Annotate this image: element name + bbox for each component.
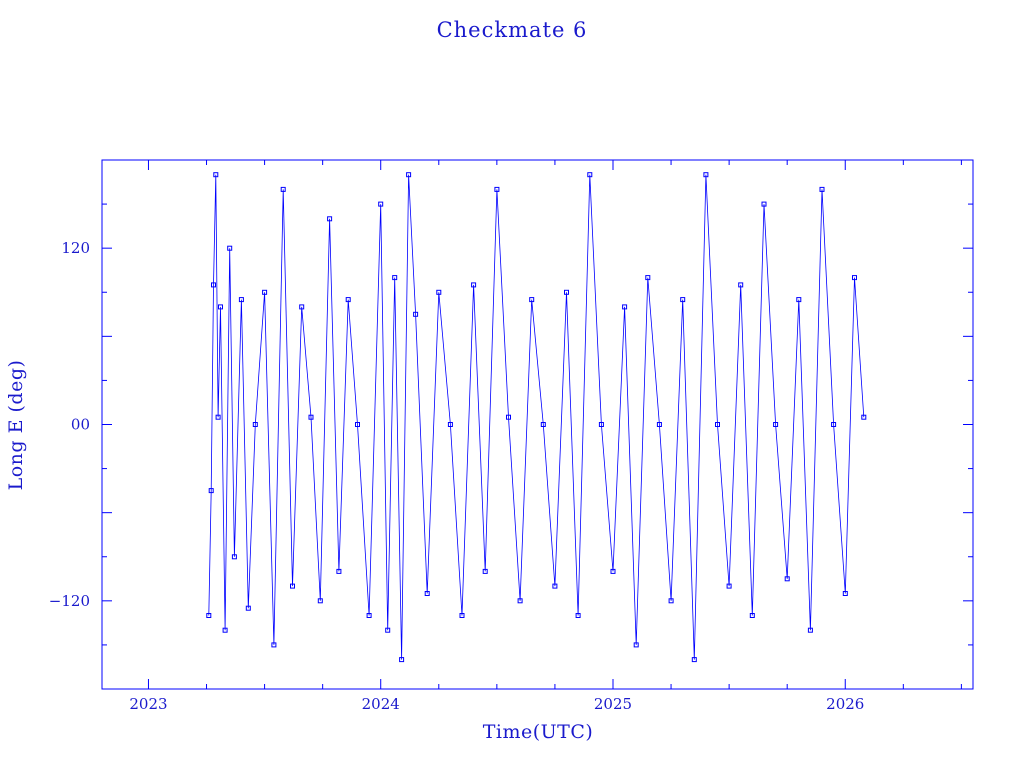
- data-point: [738, 282, 744, 288]
- data-point: [715, 422, 720, 427]
- data-point: [529, 297, 535, 303]
- data-point: [645, 275, 651, 281]
- chart-title: Checkmate 6: [437, 18, 588, 42]
- data-point: [211, 282, 216, 288]
- data-point: [633, 642, 639, 648]
- series-line: [208, 174, 865, 660]
- data-point: [366, 613, 372, 618]
- data-point: [218, 304, 223, 310]
- data-point: [831, 422, 837, 427]
- y-tick-label: 00: [71, 416, 90, 434]
- axes: 2023 2024 2025 2026 120 00 −120: [49, 159, 974, 713]
- data-point: [575, 613, 581, 618]
- data-point: [231, 554, 237, 560]
- data-point: [564, 289, 569, 295]
- data-point: [773, 422, 779, 427]
- y-axis-label: Long E (deg): [5, 360, 27, 491]
- data-point: [222, 627, 228, 633]
- data-point: [238, 297, 244, 303]
- data-point: [392, 275, 398, 281]
- data-point: [552, 583, 558, 589]
- data-point: [861, 414, 867, 420]
- data-point: [271, 642, 277, 648]
- data-point: [784, 576, 790, 582]
- data-point: [796, 297, 802, 303]
- data-point: [842, 591, 848, 596]
- data-point: [459, 613, 465, 618]
- data-point: [355, 422, 360, 427]
- plot-area: [206, 172, 867, 663]
- data-point: [336, 568, 342, 574]
- data-point: [494, 186, 500, 192]
- data-point: [406, 172, 412, 178]
- x-tick-label: 2023: [129, 695, 167, 713]
- data-point: [208, 488, 214, 494]
- data-point: [413, 311, 419, 317]
- data-point: [517, 598, 523, 604]
- data-point: [691, 657, 697, 663]
- x-tick-label: 2024: [362, 695, 400, 713]
- data-point: [482, 568, 488, 574]
- data-point: [280, 186, 286, 192]
- data-point: [215, 414, 221, 420]
- data-point: [656, 422, 662, 427]
- data-point: [471, 282, 477, 288]
- data-point: [345, 297, 351, 303]
- data-point: [622, 304, 628, 310]
- data-point: [726, 583, 732, 589]
- data-point: [587, 172, 593, 178]
- data-point: [252, 422, 258, 427]
- data-point: [703, 172, 709, 178]
- data-point: [436, 289, 442, 295]
- data-point: [290, 583, 295, 589]
- y-tick-label: 120: [61, 239, 90, 257]
- data-point: [680, 297, 686, 303]
- data-point: [385, 627, 391, 633]
- data-point: [506, 414, 511, 420]
- data-point: [598, 422, 604, 427]
- data-point: [447, 422, 453, 427]
- x-tick-label: 2025: [594, 695, 632, 713]
- data-point: [807, 627, 813, 633]
- data-point: [227, 245, 233, 251]
- data-point: [761, 201, 767, 207]
- data-point: [540, 422, 546, 427]
- data-point: [819, 186, 825, 192]
- data-point: [206, 613, 212, 618]
- x-tick-label: 2026: [826, 695, 864, 713]
- data-point: [317, 598, 323, 604]
- data-point: [262, 289, 268, 295]
- data-point: [327, 216, 333, 222]
- data-point: [749, 613, 755, 618]
- data-point: [610, 568, 616, 574]
- data-point: [852, 275, 857, 281]
- data-point: [299, 304, 305, 310]
- data-point: [668, 598, 674, 604]
- data-point: [424, 591, 430, 596]
- x-axis-label: Time(UTC): [483, 721, 594, 743]
- y-tick-label: −120: [49, 592, 90, 610]
- data-point: [399, 657, 405, 663]
- data-point: [245, 605, 251, 611]
- data-point: [378, 201, 384, 207]
- data-point: [308, 414, 314, 420]
- data-point: [213, 172, 219, 178]
